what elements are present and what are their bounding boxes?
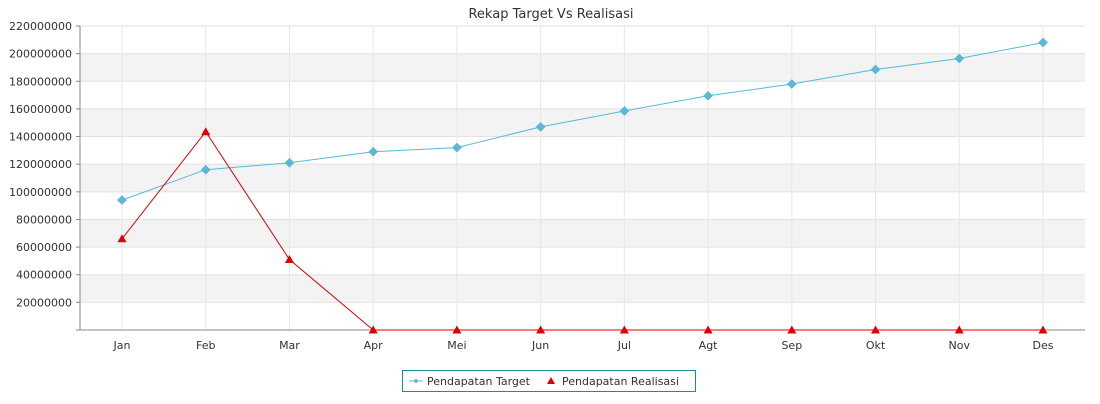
marker-target-point[interactable] [870, 64, 881, 75]
chart-legend: Pendapatan Target Pendapatan Realisasi [402, 370, 696, 392]
grid-band [80, 274, 1085, 303]
legend-label-realisasi: Pendapatan Realisasi [561, 374, 679, 388]
marker-realisasi-point[interactable] [368, 325, 378, 334]
marker-target-point[interactable] [535, 122, 546, 132]
marker-target-point[interactable] [117, 195, 127, 205]
x-tick-label: Okt [866, 339, 886, 352]
y-tick-label: 220000000 [9, 20, 72, 33]
x-tick-label: Apr [364, 339, 384, 352]
x-tick-label: Mei [447, 339, 466, 352]
grid-band [80, 164, 1085, 192]
series-line-target [121, 42, 1044, 201]
x-tick-label: Jun [531, 339, 549, 352]
y-tick-label: 160000000 [9, 103, 72, 116]
x-tick-label: Feb [196, 339, 215, 352]
marker-target-point[interactable] [1038, 37, 1048, 48]
legend-label-target: Pendapatan Target [427, 374, 530, 388]
y-tick-label: 60000000 [16, 241, 72, 254]
y-tick-label: 200000000 [9, 48, 72, 61]
legend-item-realisasi[interactable]: Pendapatan Realisasi [544, 375, 679, 388]
grid-lines [80, 25, 1085, 330]
y-tick-label: 40000000 [16, 269, 72, 282]
y-tick-label: 120000000 [9, 158, 72, 171]
marker-realisasi-point[interactable] [117, 234, 127, 243]
marker-realisasi-point[interactable] [1038, 325, 1048, 334]
marker-realisasi-point[interactable] [619, 325, 629, 334]
y-axis-tick-labels: 20000000 40000000 60000000 80000000 10000000… [9, 20, 72, 309]
grid-band [80, 108, 1085, 137]
x-axis-tick-labels: Jan Feb Mar Apr Mei Jun Jul Agt Sep Okt Nov Des [113, 339, 1054, 352]
x-tick-label: Jan [113, 339, 131, 352]
marker-realisasi-point[interactable] [703, 325, 713, 334]
x-tick-label: Agt [699, 339, 719, 352]
marker-target-point[interactable] [200, 164, 211, 175]
y-tick-label: 140000000 [9, 131, 72, 144]
y-tick-label: 80000000 [16, 213, 72, 226]
marker-target-point[interactable] [619, 106, 630, 116]
grid-band [80, 219, 1085, 248]
legend-swatch-realisasi-icon [546, 377, 555, 384]
x-tick-label: Nov [949, 339, 971, 352]
marker-realisasi-point[interactable] [284, 255, 294, 264]
x-tick-label: Mar [279, 339, 300, 352]
marker-realisasi-point[interactable] [201, 127, 211, 136]
x-tick-label: Jul [617, 339, 631, 352]
marker-realisasi-point[interactable] [536, 325, 546, 334]
y-tick-label: 180000000 [9, 75, 72, 88]
marker-target-point[interactable] [284, 157, 295, 168]
y-tick-label: 100000000 [9, 186, 72, 199]
marker-realisasi-point[interactable] [954, 325, 964, 334]
marker-realisasi-point[interactable] [871, 325, 881, 334]
y-tick-label: 20000000 [16, 296, 72, 309]
marker-target-point[interactable] [703, 90, 713, 101]
series-lines [121, 42, 1044, 331]
marker-realisasi-point[interactable] [787, 325, 797, 334]
chart-title: Rekap Target Vs Realisasi [468, 7, 633, 22]
legend-item-target[interactable]: Pendapatan Target [409, 375, 530, 388]
x-tick-label: Sep [781, 339, 802, 352]
series-markers [117, 37, 1048, 334]
legend-swatch-target-icon [409, 378, 423, 384]
grid-band [80, 53, 1085, 82]
x-tick-label: Des [1033, 339, 1054, 352]
marker-target-point[interactable] [954, 53, 965, 64]
grid-bands [80, 53, 1085, 303]
marker-realisasi-point[interactable] [452, 325, 462, 334]
marker-target-point[interactable] [368, 146, 379, 157]
series-line-realisasi [121, 130, 1043, 331]
marker-target-point[interactable] [786, 79, 797, 89]
marker-target-point[interactable] [452, 142, 462, 153]
